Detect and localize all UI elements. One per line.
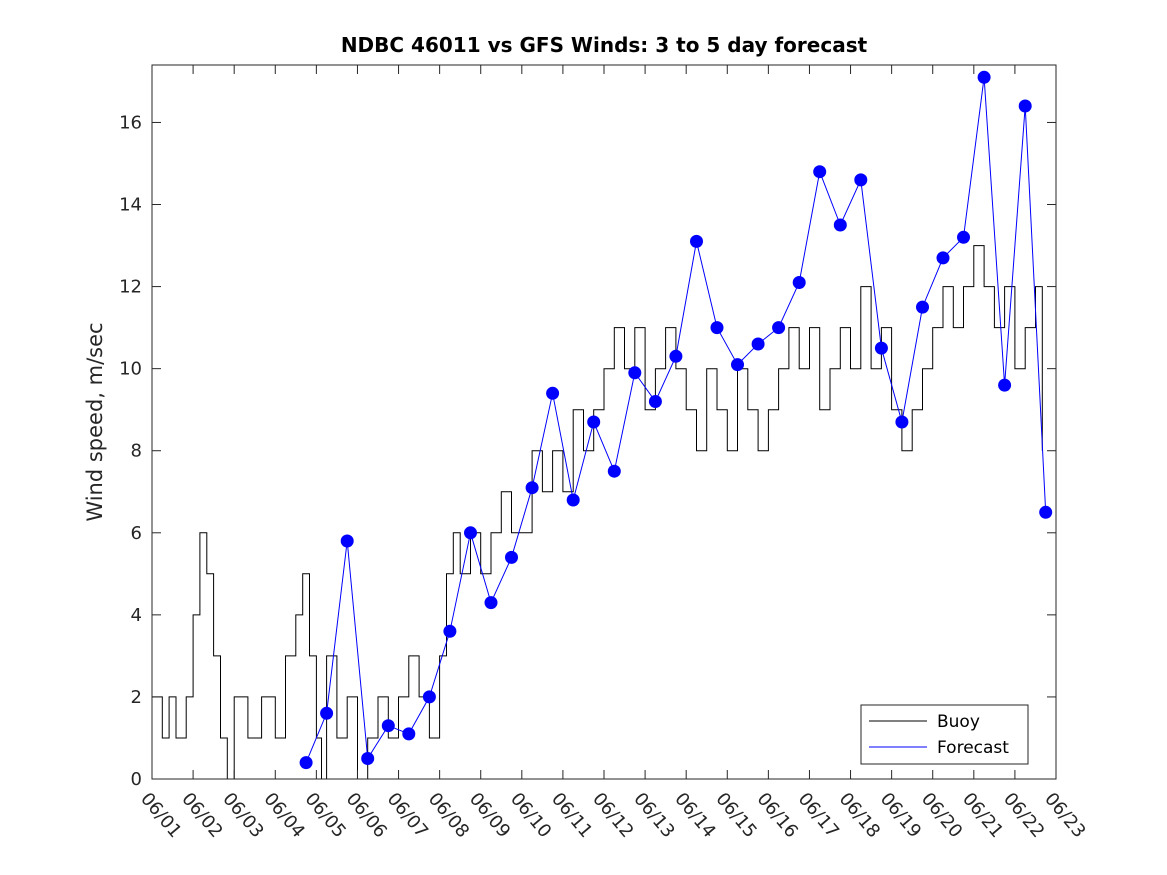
forecast-point xyxy=(587,415,601,429)
forecast-point xyxy=(895,415,909,429)
legend-label-forecast: Forecast xyxy=(937,738,1009,758)
forecast-point xyxy=(916,300,929,314)
forecast-point xyxy=(690,234,703,248)
forecast-point xyxy=(1018,99,1032,113)
forecast-point xyxy=(977,70,991,84)
y-tick-label: 4 xyxy=(131,605,142,626)
forecast-point xyxy=(874,341,888,355)
forecast-point xyxy=(525,481,539,495)
chart-title: NDBC 46011 vs GFS Winds: 3 to 5 day fore… xyxy=(341,33,868,57)
forecast-point xyxy=(402,727,416,741)
forecast-point xyxy=(320,706,334,720)
forecast-point xyxy=(299,756,313,770)
forecast-point xyxy=(710,321,724,335)
forecast-point xyxy=(731,358,744,372)
y-tick-label: 2 xyxy=(131,687,142,708)
forecast-point xyxy=(546,386,560,400)
forecast-point xyxy=(669,349,683,363)
y-tick-label: 10 xyxy=(119,359,142,380)
forecast-point xyxy=(1039,505,1053,519)
forecast-point xyxy=(443,624,457,638)
y-tick-label: 14 xyxy=(119,195,142,216)
y-axis-label: Wind speed, m/sec xyxy=(83,322,107,521)
forecast-point xyxy=(422,690,436,704)
y-tick-label: 16 xyxy=(119,112,142,133)
series-buoy-line xyxy=(152,245,1043,780)
forecast-point xyxy=(813,165,827,179)
forecast-point xyxy=(340,534,354,548)
forecast-point xyxy=(464,526,477,540)
y-tick-label: 12 xyxy=(119,277,142,298)
forecast-point xyxy=(648,395,662,408)
forecast-markers xyxy=(299,70,1053,770)
legend-box xyxy=(860,704,1029,765)
forecast-point xyxy=(381,719,395,733)
forecast-point xyxy=(505,550,518,564)
forecast-point xyxy=(772,321,786,335)
forecast-point xyxy=(566,493,580,507)
forecast-point xyxy=(751,337,765,351)
legend-label-buoy: Buoy xyxy=(937,712,980,732)
y-tick-label: 0 xyxy=(131,769,142,790)
forecast-point xyxy=(361,752,375,765)
forecast-point xyxy=(607,464,621,478)
forecast-point xyxy=(936,251,950,265)
y-tick-label: 6 xyxy=(131,523,142,544)
forecast-point xyxy=(484,596,498,610)
forecast-point xyxy=(957,230,970,244)
forecast-point xyxy=(628,366,642,380)
y-tick-label: 8 xyxy=(131,441,142,462)
forecast-point xyxy=(998,378,1012,392)
legend: Buoy Forecast xyxy=(860,704,1029,765)
plot-area xyxy=(152,65,1056,779)
forecast-point xyxy=(792,276,806,289)
forecast-point xyxy=(833,218,847,232)
forecast-point xyxy=(854,173,868,187)
